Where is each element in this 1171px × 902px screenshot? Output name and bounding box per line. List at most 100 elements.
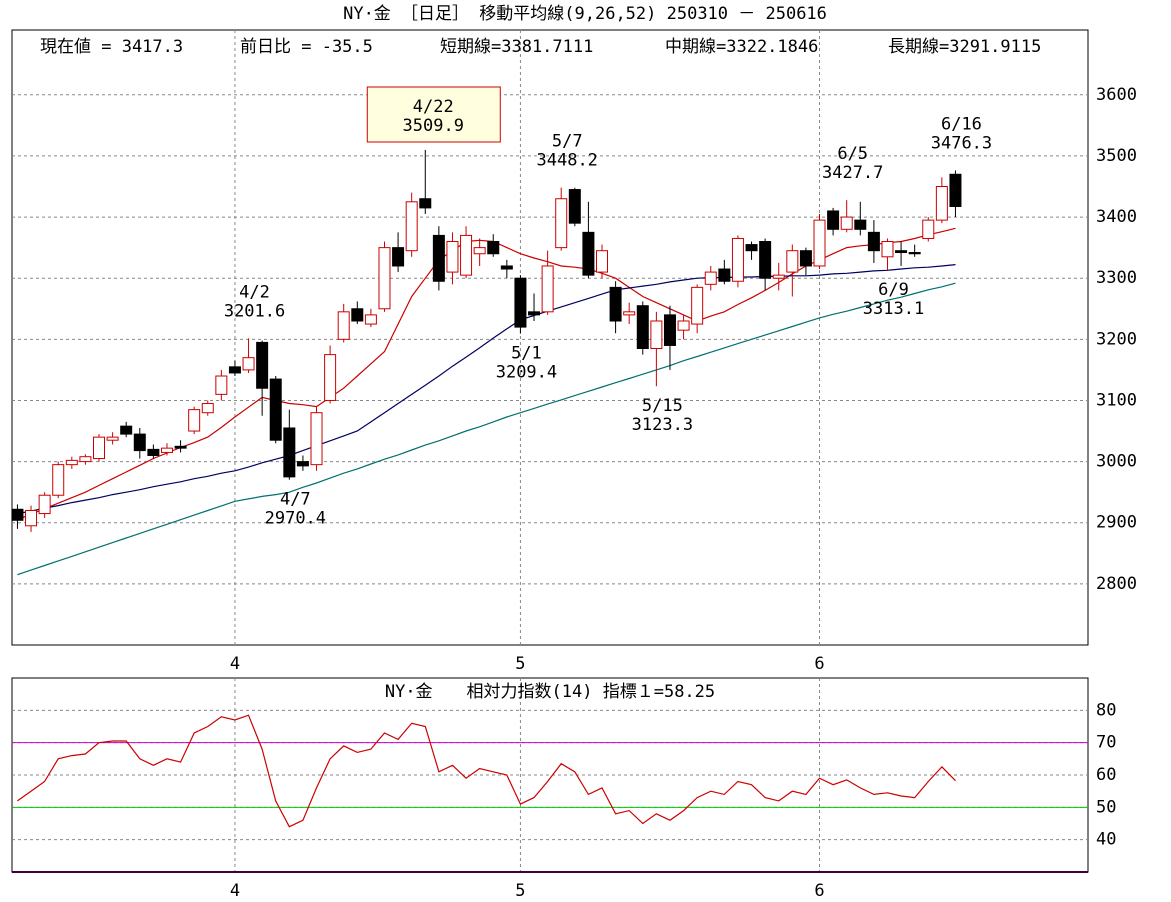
candle-body — [160, 447, 173, 453]
candle-body — [555, 198, 568, 249]
annotation-date: 6/16 — [941, 114, 982, 134]
candle-body — [663, 314, 676, 346]
candle-body — [636, 305, 649, 350]
y-tick-label: 3300 — [1096, 268, 1137, 288]
candle-body — [106, 436, 119, 441]
candle-body — [120, 425, 133, 435]
annotation-label: 3427.7 — [822, 163, 883, 183]
stat-text: 短期線=3381.7111 — [440, 37, 593, 57]
y-tick-label: 70 — [1096, 733, 1116, 753]
candle-body — [405, 201, 418, 252]
candle-body — [582, 231, 595, 276]
candle-body — [174, 445, 187, 449]
candle-body — [242, 357, 255, 371]
candle-body — [188, 409, 201, 432]
x-tick-label: 5 — [515, 881, 525, 901]
candle-body — [541, 265, 554, 313]
candle-body — [500, 265, 513, 270]
candle-body — [759, 241, 772, 279]
annotation-label: 3313.1 — [863, 299, 924, 319]
annotation-date: 6/5 — [837, 144, 868, 164]
annotation-label: 3476.3 — [931, 133, 992, 153]
y-tick-label: 2800 — [1096, 574, 1137, 594]
candle-body — [854, 219, 867, 230]
annotation-date: 5/7 — [552, 132, 583, 152]
candle-body — [745, 244, 758, 252]
candle-body — [867, 231, 880, 252]
annotation-label: 3209.4 — [496, 363, 557, 383]
ma-line — [17, 264, 956, 515]
candle-body — [827, 210, 840, 230]
candle-body — [514, 277, 527, 328]
candle-body — [677, 320, 690, 331]
candle-body — [623, 311, 636, 316]
stat-text: 現在値 = 3417.3 — [40, 37, 183, 57]
rsi-line — [17, 714, 956, 828]
annotation-label: 3448.2 — [537, 151, 598, 171]
candle-body — [881, 241, 894, 258]
candle-body — [215, 375, 228, 395]
ma-line — [17, 282, 956, 576]
candle-body — [895, 250, 908, 254]
annotation-date: 6/9 — [878, 280, 909, 300]
x-tick-label: 4 — [230, 654, 240, 674]
candle-body — [392, 247, 405, 267]
annotation-date: 4/2 — [239, 282, 270, 302]
candle-body — [704, 271, 717, 285]
candle-body — [419, 198, 432, 209]
stat-text: 前日比 = -35.5 — [240, 37, 373, 57]
candle-body — [38, 494, 51, 515]
annotation-date: 5/1 — [511, 344, 542, 364]
x-tick-label: 5 — [515, 654, 525, 674]
candle-body — [256, 341, 269, 389]
candle-body — [133, 433, 146, 452]
candle-body — [269, 378, 282, 441]
stat-text: 中期線=3322.1846 — [665, 37, 818, 57]
annotation-date: 4/22 — [413, 97, 454, 117]
annotation-label: 3123.3 — [632, 415, 693, 435]
y-tick-label: 3500 — [1096, 146, 1137, 166]
candle-body — [79, 456, 92, 463]
candle-body — [935, 186, 948, 221]
candle-body — [378, 247, 391, 310]
stat-text: 長期線=3291.9115 — [888, 37, 1041, 57]
y-tick-label: 3400 — [1096, 207, 1137, 227]
candle-body — [908, 252, 921, 255]
candle-body — [337, 311, 350, 340]
candle-body — [460, 234, 473, 276]
candle-body — [283, 427, 296, 478]
candle-body — [813, 219, 826, 267]
annotation-label: 3509.9 — [403, 116, 464, 136]
candle-body — [731, 237, 744, 282]
candle-body — [650, 320, 663, 350]
y-tick-label: 3000 — [1096, 452, 1137, 472]
annotation-label: 3201.6 — [224, 301, 285, 321]
candle-body — [228, 366, 241, 374]
candle-body — [364, 314, 377, 325]
y-tick-label: 50 — [1096, 797, 1116, 817]
candle-body — [52, 464, 65, 496]
candle-body — [11, 508, 24, 521]
candle-body — [473, 247, 486, 255]
y-tick-label: 80 — [1096, 700, 1116, 720]
annotation-box — [366, 86, 501, 143]
x-tick-label: 6 — [814, 881, 824, 901]
x-tick-label: 4 — [230, 881, 240, 901]
y-tick-label: 40 — [1096, 830, 1116, 850]
chart-title: NY·金 ［日足］ 移動平均線(9,26,52) 250310 － 250616 — [343, 4, 827, 24]
y-tick-label: 3200 — [1096, 329, 1137, 349]
candle-body — [528, 311, 541, 316]
ma-line — [17, 227, 956, 521]
candle-body — [324, 354, 337, 401]
candle-body — [446, 241, 459, 273]
candle-body — [310, 412, 323, 466]
candle-body — [147, 448, 160, 456]
y-tick-label: 3100 — [1096, 390, 1137, 410]
candle-body — [691, 286, 704, 325]
candle-body — [487, 241, 500, 255]
candle-body — [799, 250, 812, 267]
y-tick-label: 2900 — [1096, 513, 1137, 533]
candle-body — [93, 436, 106, 460]
candle-body — [595, 250, 608, 273]
